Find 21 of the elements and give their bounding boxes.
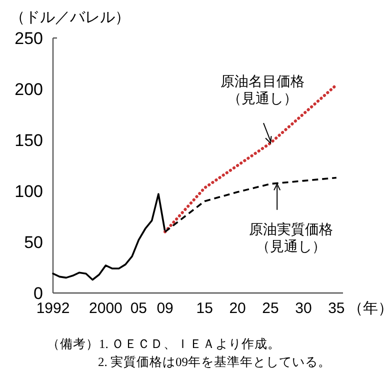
x-tick-label: 2000	[89, 300, 122, 317]
x-tick-label: 05	[130, 300, 148, 317]
x-tick-label: 20	[229, 300, 246, 317]
y-tick-label: 250	[14, 29, 43, 48]
y-tick-label: 0	[34, 284, 43, 303]
annotation: 原油実質価格（見通し）	[248, 220, 334, 255]
x-tick-label: 35	[328, 300, 345, 317]
x-tick-label: 09	[156, 300, 174, 317]
annotation: 原油名目価格（見通し）	[220, 73, 306, 108]
x-tick-label: 30	[295, 300, 312, 317]
y-tick-label: 150	[14, 131, 43, 150]
text: 2. 実質価格は09年を基準年としている。	[98, 354, 331, 369]
x-tick-label: 25	[262, 300, 279, 317]
x-tick-label: 15	[196, 300, 213, 317]
y-axis-title: （ドル／バレル）	[10, 9, 130, 26]
x-axis-title: （年）	[348, 300, 389, 317]
y-tick-label: 50	[24, 233, 43, 252]
y-tick-label: 100	[14, 182, 43, 201]
x-tick-label: 1992	[36, 300, 70, 317]
text: （備考）1. ＯＥＣＤ、ＩＥＡより作成。	[47, 337, 280, 351]
y-tick-label: 200	[14, 80, 43, 99]
